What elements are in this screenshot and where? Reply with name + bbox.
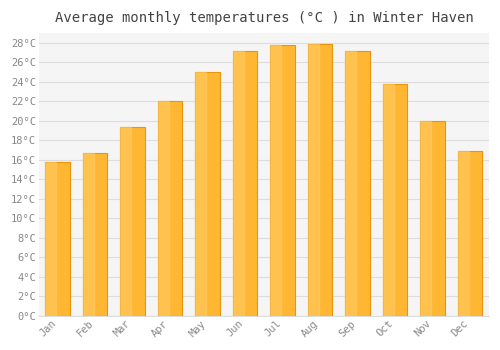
Bar [308,44,319,316]
Bar [196,72,206,316]
Bar [233,51,244,316]
Bar [458,151,482,316]
Bar [120,127,132,316]
Bar [233,51,258,316]
Bar [83,153,94,316]
Bar [270,45,295,316]
Bar [83,153,108,316]
Bar [196,72,220,316]
Bar [158,102,169,316]
Bar [346,51,356,316]
Bar [383,84,394,316]
Bar [420,121,432,316]
Bar [308,44,332,316]
Bar [458,151,469,316]
Bar [270,45,281,316]
Title: Average monthly temperatures (°C ) in Winter Haven: Average monthly temperatures (°C ) in Wi… [54,11,474,25]
Bar [46,162,70,316]
Bar [383,84,407,316]
Bar [46,162,56,316]
Bar [158,102,182,316]
Bar [120,127,145,316]
Bar [420,121,445,316]
Bar [346,51,370,316]
